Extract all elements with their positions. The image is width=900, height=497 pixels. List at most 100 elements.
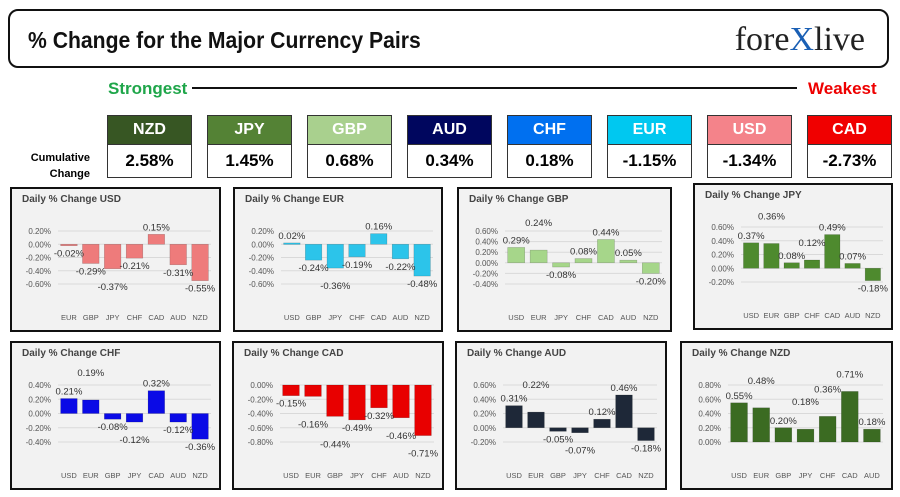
data-label: 0.22% [523,380,550,391]
bar-eur [752,407,770,443]
bar-gbp [326,384,344,417]
data-label: 0.32% [143,379,170,390]
cumulative-value: 1.45% [207,145,292,178]
chart-plot: -0.40% -0.20% 0.00% 0.20% 0.40% USD EUR GBP JPY C… [26,368,216,480]
y-tick-label: 0.20% [28,227,51,236]
strongest-label: Strongest [108,79,188,98]
chart-title: Daily % Change JPY [705,190,802,201]
bar-chf [370,384,388,409]
chart-title: Daily % Change GBP [469,194,569,205]
currency-tile-nzd: NZD 2.58% [107,115,192,178]
bar-aud [844,263,861,269]
data-label: -0.49% [342,423,373,434]
data-label: 0.55% [726,391,753,402]
data-label: -0.44% [320,439,351,450]
y-tick-label: -0.80% [248,438,273,447]
chart-aud: Daily % Change AUD -0.20% 0.00% 0.20% 0.40% 0… [455,341,667,490]
data-label: 0.48% [748,376,775,387]
y-tick-label: -0.20% [26,424,51,433]
data-label: 0.18% [858,417,885,428]
currency-name: EUR [607,115,692,145]
x-tick-label: AUD [170,471,186,480]
bar-aud [169,413,187,423]
x-tick-label: GBP [784,311,800,320]
data-label: 0.18% [792,397,819,408]
x-tick-label: CAD [148,471,164,480]
x-tick-label: USD [743,311,759,320]
data-label: -0.16% [298,419,329,430]
data-label: 0.37% [738,231,765,242]
data-label: -0.24% [299,263,330,274]
data-label: -0.08% [98,422,129,433]
y-tick-label: 0.20% [251,227,274,236]
x-tick-label: AUD [393,471,409,480]
bar-cad [370,233,388,245]
cumulative-value: -1.34% [707,145,792,178]
bar-aud [169,244,187,266]
x-tick-label: CAD [148,313,164,322]
chart-plot: -0.80% -0.60% -0.40% -0.20% 0.00% USD EUR GBP JP… [248,381,439,480]
data-label: -0.07% [565,446,596,457]
chart-usd: Daily % Change USD -0.60% -0.40% -0.20% 0.00… [10,187,221,332]
chart-nzd: Daily % Change NZD 0.00% 0.20% 0.40% 0.60% 0.… [680,341,893,490]
data-label: 0.21% [55,387,82,398]
chart-title: Daily % Change USD [22,194,121,205]
chart-cad: Daily % Change CAD -0.80% -0.60% -0.40% -0.2… [232,341,444,490]
currency-name: JPY [207,115,292,145]
bar-cad [147,390,165,414]
x-tick-label: GBP [306,313,322,322]
bar-cad [824,234,841,269]
bar-nzd [864,268,881,281]
bar-usd [60,398,78,414]
bar-gbp [783,262,800,269]
data-label: 0.12% [589,407,616,418]
data-label: -0.46% [386,431,417,442]
x-tick-label: USD [283,471,299,480]
currency-tile-eur: EUR -1.15% [607,115,692,178]
y-tick-label: 0.00% [28,410,51,419]
bar-aud [391,244,409,260]
cumulative-value: 0.34% [407,145,492,178]
bar-jpy [348,384,366,421]
currency-tile-usd: USD -1.34% [707,115,792,178]
data-label: 0.24% [525,218,552,229]
bar-chf [348,244,366,258]
bar-chf [818,416,837,443]
data-label: -0.36% [185,442,216,453]
x-tick-label: AUD [170,313,186,322]
chart-jpy: Daily % Change JPY -0.20% 0.00% 0.20% 0.40% 0… [693,183,893,330]
y-tick-label: 0.00% [473,424,496,433]
x-tick-label: CAD [824,311,840,320]
x-tick-label: EUR [305,471,321,480]
currency-tile-chf: CHF 0.18% [507,115,592,178]
chart-plot: -0.40%-0.20%0.00%0.20%0.40%0.60%USD EUR JP… [473,218,667,322]
bar-usd [505,405,523,428]
x-tick-label: AUD [620,313,636,322]
y-tick-label: 0.60% [698,395,721,404]
y-tick-label: -0.60% [26,280,51,289]
bar-aud [619,259,638,264]
y-tick-label: -0.20% [249,254,274,263]
currency-name: AUD [407,115,492,145]
x-tick-label: USD [731,471,747,480]
data-label: -0.71% [408,449,439,460]
weakest-label: Weakest [808,79,877,98]
x-tick-label: JPY [573,471,587,480]
chart-chf: Daily % Change CHF -0.40% -0.20% 0.00% 0.20%… [10,341,221,490]
y-tick-label: -0.20% [471,438,496,447]
bar-jpy [796,428,815,443]
y-tick-label: -0.60% [249,280,274,289]
data-label: 0.19% [77,368,104,379]
y-tick-label: 0.60% [473,381,496,390]
data-label: 0.15% [143,222,170,233]
bar-jpy [571,427,589,433]
y-tick-label: 0.40% [711,237,734,246]
x-tick-label: CHF [349,313,365,322]
currency-name: CAD [807,115,892,145]
bar-gbp [82,244,100,264]
currency-tile-cad: CAD -2.73% [807,115,892,178]
y-tick-label: 0.20% [711,251,734,260]
chart-gbp: Daily % Change GBP -0.40% -0.20% 0.00% 0.20%… [457,187,672,332]
bar-gbp [549,427,567,432]
x-tick-label: JPY [799,471,813,480]
